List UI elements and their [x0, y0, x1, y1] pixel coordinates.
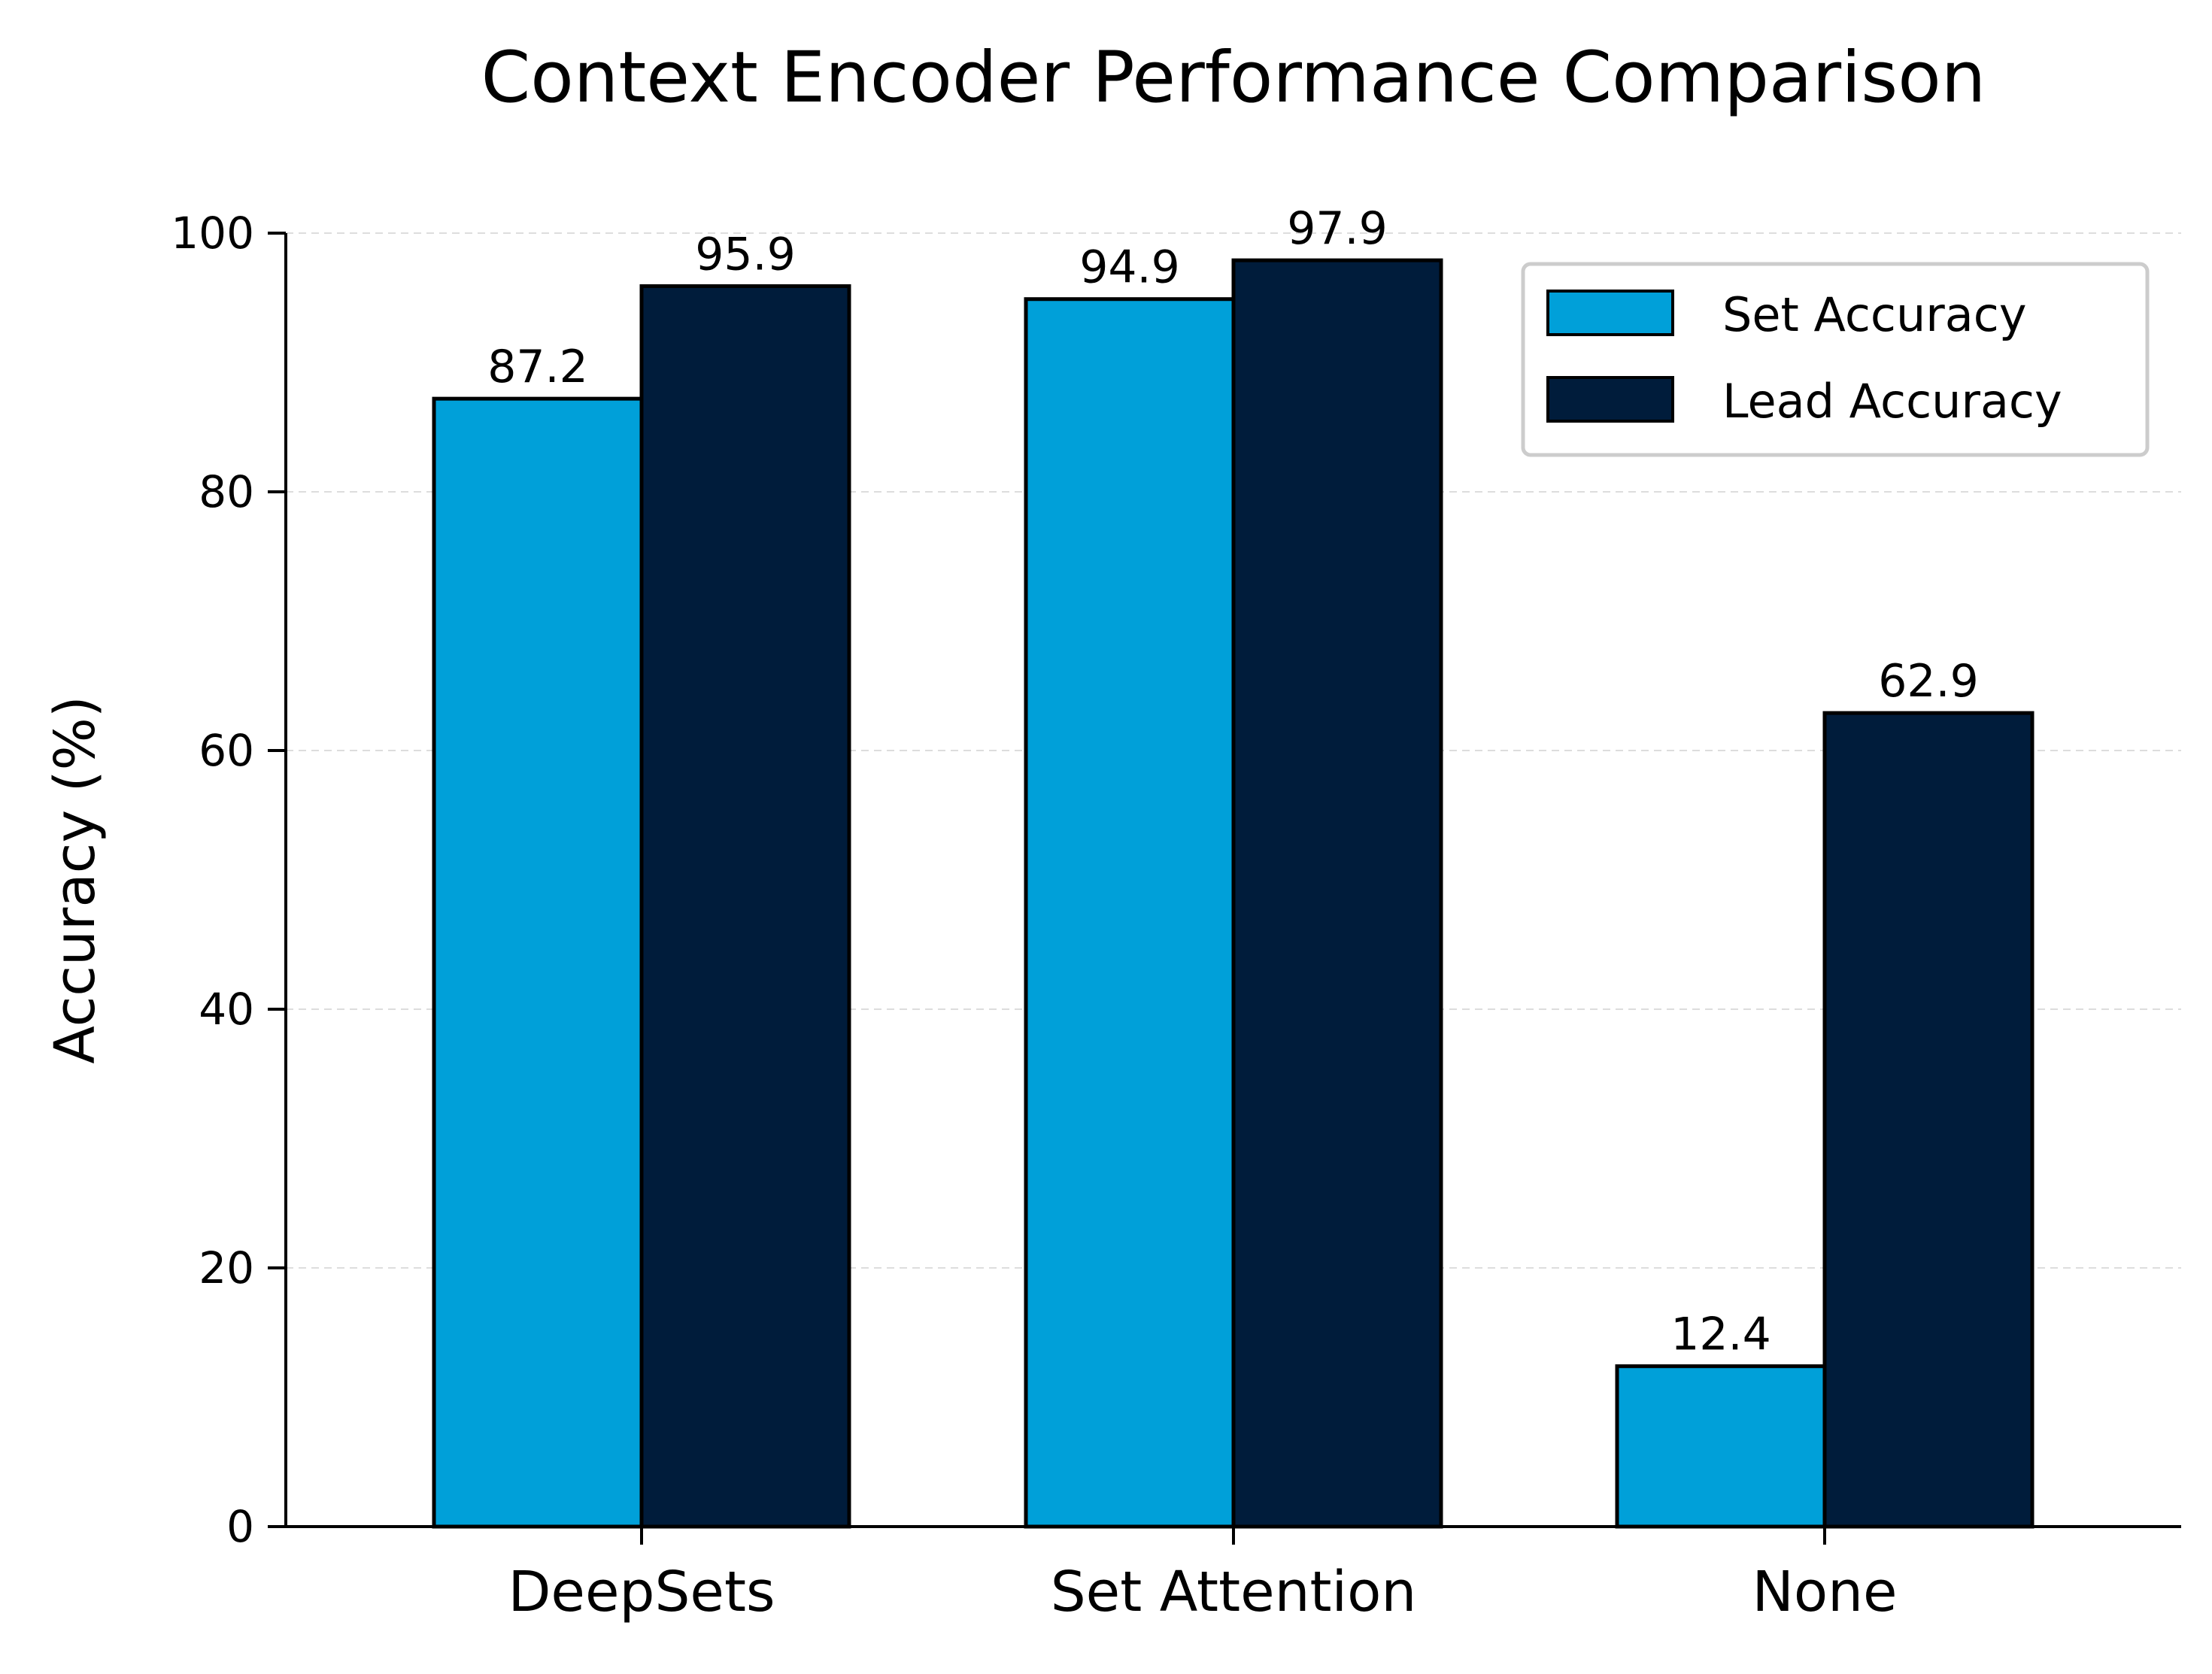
- y-tick-label-40: 40: [199, 984, 254, 1035]
- legend-swatch-lead-accuracy: [1546, 376, 1674, 423]
- legend-frame: [1521, 262, 2150, 457]
- y-axis-ticks: 0 20 40 60 80 100: [171, 208, 286, 1552]
- bar-lead-accuracy-deepsets: [639, 284, 851, 1529]
- y-axis-label: Accuracy (%): [43, 696, 108, 1063]
- legend-swatch-set-accuracy: [1546, 290, 1674, 336]
- y-tick-label-20: 20: [199, 1242, 254, 1293]
- bar-value-labels: 87.2 95.9 94.9 97.9 12.4 62.9: [487, 202, 1979, 1361]
- x-axis-ticks: DeepSets Set Attention None: [508, 1527, 1898, 1624]
- bar-label-lead-accuracy-deepsets: 95.9: [695, 229, 796, 281]
- bar-label-set-accuracy-deepsets: 87.2: [487, 341, 588, 393]
- legend-label-lead-accuracy: Lead Accuracy: [1722, 374, 2062, 429]
- bar-set-accuracy-none: [1615, 1364, 1827, 1529]
- bar-lead-accuracy-none: [1822, 711, 2034, 1529]
- legend: Set Accuracy Lead Accuracy: [1521, 262, 2150, 457]
- bar-set-accuracy-deepsets: [432, 396, 644, 1529]
- bar-lead-accuracy-set-attention: [1231, 258, 1443, 1529]
- bar-label-set-accuracy-none: 12.4: [1670, 1309, 1771, 1361]
- bar-label-lead-accuracy-set-attention: 97.9: [1287, 202, 1388, 255]
- x-tick-label-deepsets: DeepSets: [508, 1560, 775, 1624]
- bars-group: [432, 258, 2034, 1529]
- x-tick-label-set-attention: Set Attention: [1051, 1560, 1417, 1624]
- bar-label-set-accuracy-set-attention: 94.9: [1079, 241, 1180, 294]
- y-tick-label-100: 100: [171, 208, 254, 259]
- bar-label-lead-accuracy-none: 62.9: [1878, 655, 1979, 708]
- x-tick-label-none: None: [1752, 1560, 1897, 1624]
- bar-set-accuracy-set-attention: [1024, 297, 1236, 1529]
- y-tick-label-0: 0: [226, 1501, 254, 1552]
- chart-title: Context Encoder Performance Comparison: [481, 37, 1986, 119]
- y-tick-label-60: 60: [199, 725, 254, 776]
- y-tick-label-80: 80: [199, 466, 254, 517]
- legend-label-set-accuracy: Set Accuracy: [1722, 287, 2027, 342]
